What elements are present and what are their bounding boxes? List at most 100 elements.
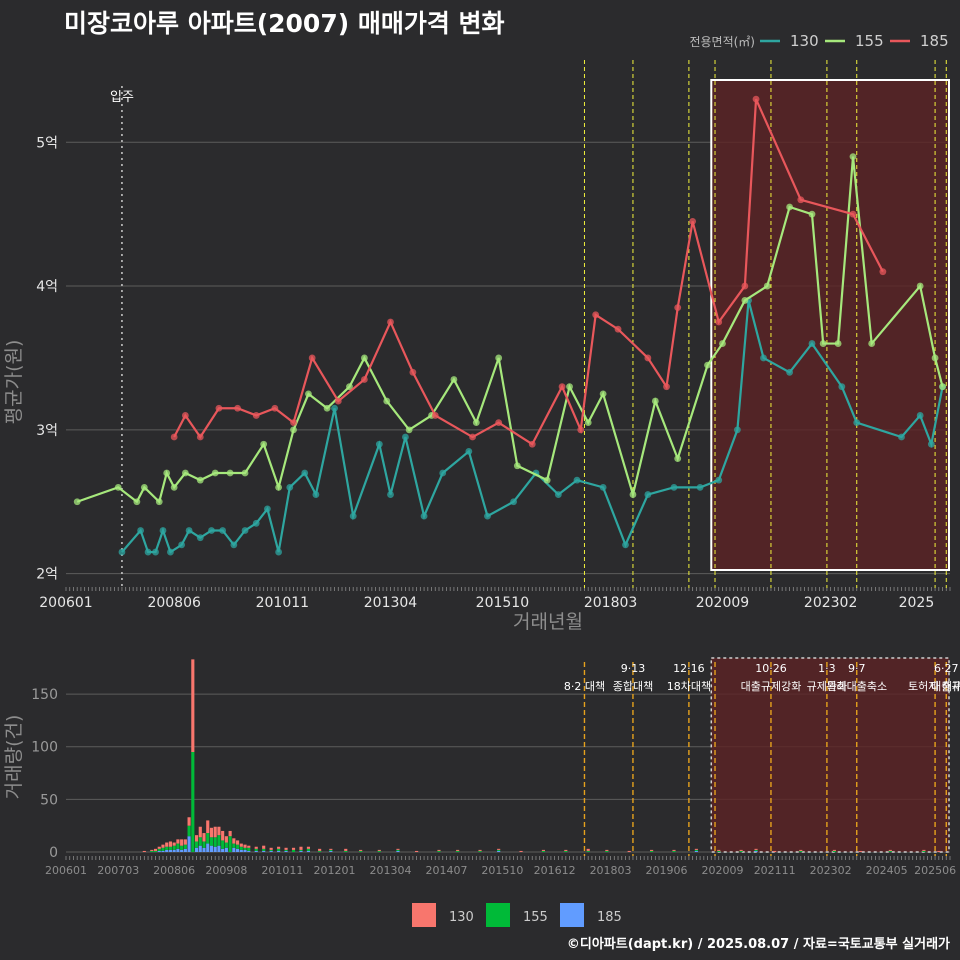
highlight-box	[710, 79, 951, 571]
y-tick-label-volume: 50	[40, 792, 58, 808]
data-point-185	[797, 196, 805, 204]
volume-bar-segment	[176, 843, 180, 849]
volume-bar-segment	[672, 850, 676, 852]
data-point-155	[181, 469, 189, 477]
volume-bar-segment	[754, 849, 758, 851]
data-point-130	[264, 505, 271, 513]
data-point-155	[196, 476, 204, 484]
volume-bar-segment	[247, 850, 251, 852]
volume-bar-segment	[627, 850, 631, 852]
data-point-130	[252, 519, 260, 527]
volume-bar-segment	[224, 836, 228, 843]
legend-swatch-volume-130	[412, 903, 436, 927]
data-point-155	[513, 462, 521, 470]
data-point-155	[584, 419, 592, 427]
policy-name-label: 대출규	[931, 680, 960, 693]
volume-bar-segment	[157, 848, 161, 851]
data-point-130	[331, 404, 338, 412]
data-point-130	[349, 512, 357, 520]
y-axis-title: 평균가(원)	[3, 340, 25, 425]
data-point-185	[879, 268, 887, 276]
data-point-155	[741, 297, 749, 304]
data-point-130	[733, 426, 741, 434]
volume-bar-segment	[832, 850, 836, 852]
volume-bar-segment	[284, 850, 288, 852]
volume-bar-segment	[306, 848, 311, 851]
policy-date-label: 12·16	[673, 662, 705, 675]
data-point-155	[808, 210, 816, 218]
footer-credit: ©디아파트(dapt.kr) / 2025.08.07 / 자료=국토교통부 실…	[566, 937, 950, 952]
data-point-185	[290, 419, 297, 427]
volume-bar-segment	[239, 849, 243, 852]
volume-bar-segment	[198, 826, 202, 838]
data-point-185	[387, 318, 394, 326]
data-point-185	[252, 412, 260, 419]
data-point-185	[431, 412, 439, 419]
volume-bar-segment	[739, 850, 743, 852]
data-point-185	[360, 376, 368, 383]
policy-name-label: 8·2 대책	[564, 680, 605, 693]
volume-bar-segment	[172, 842, 176, 846]
data-point-155	[290, 426, 297, 434]
legend-title: 전용면적(㎡)	[689, 35, 755, 49]
volume-bar-segment	[262, 850, 266, 852]
volume-bar-segment	[650, 849, 654, 851]
volume-bar-segment	[206, 843, 210, 852]
volume-bar-segment	[176, 848, 180, 852]
x-tick-label: 202302	[804, 595, 857, 611]
volume-bar-segment	[232, 847, 236, 852]
data-point-130	[230, 541, 238, 549]
x-tick-label: 2025	[899, 595, 935, 611]
data-point-155	[155, 498, 163, 506]
data-point-130	[144, 548, 152, 556]
x-tick-label: 201011	[256, 595, 309, 611]
volume-bar-segment	[239, 843, 243, 847]
x-tick-label-volume: 200908	[205, 864, 247, 877]
volume-bar-segment	[456, 849, 460, 851]
data-point-130	[554, 491, 562, 498]
volume-bar-segment	[202, 847, 206, 852]
volume-bar-segment	[377, 850, 381, 852]
volume-bar-segment	[773, 850, 777, 852]
data-point-155	[931, 354, 939, 362]
volume-bar-segment	[254, 846, 258, 849]
data-point-185	[409, 368, 417, 376]
volume-bar-segment	[221, 848, 225, 852]
volume-bar-segment	[739, 849, 743, 851]
volume-bar-segment	[937, 850, 941, 852]
volume-bar-segment	[180, 845, 184, 850]
data-point-130	[808, 340, 816, 347]
data-point-130	[219, 527, 227, 534]
data-point-155	[495, 354, 503, 362]
volume-bar-segment	[157, 846, 161, 849]
data-point-155	[834, 340, 842, 347]
highlight-box-volume	[710, 657, 950, 853]
x-tick-label: 201510	[476, 595, 529, 611]
volume-bar-segment	[329, 849, 333, 851]
data-point-155	[704, 361, 711, 369]
x-tick-label-volume: 201407	[425, 864, 467, 877]
volume-bar-segment	[306, 850, 311, 852]
x-tick-label: 201803	[584, 595, 637, 611]
data-point-185	[181, 412, 189, 419]
volume-bar-segment	[541, 849, 545, 851]
volume-bar-segment	[168, 841, 173, 847]
policy-name-label: 종합대책	[613, 680, 653, 693]
volume-bar-segment	[497, 849, 501, 851]
data-point-130	[465, 448, 473, 455]
legend-swatch-volume-155	[486, 903, 510, 927]
data-point-155	[346, 383, 353, 391]
volume-bar-segment	[217, 835, 221, 846]
x-tick-label-volume: 202506	[914, 864, 956, 877]
data-point-155	[719, 340, 726, 347]
x-tick-label: 201304	[364, 595, 418, 611]
data-point-130	[196, 534, 204, 542]
volume-bar-segment	[161, 847, 165, 851]
volume-bar-segment	[497, 848, 501, 850]
data-point-130	[696, 483, 704, 491]
policy-date-label: 9·13	[621, 662, 646, 675]
volume-bar-segment	[415, 850, 419, 852]
data-point-155	[629, 491, 637, 498]
volume-bar-segment	[194, 841, 199, 848]
